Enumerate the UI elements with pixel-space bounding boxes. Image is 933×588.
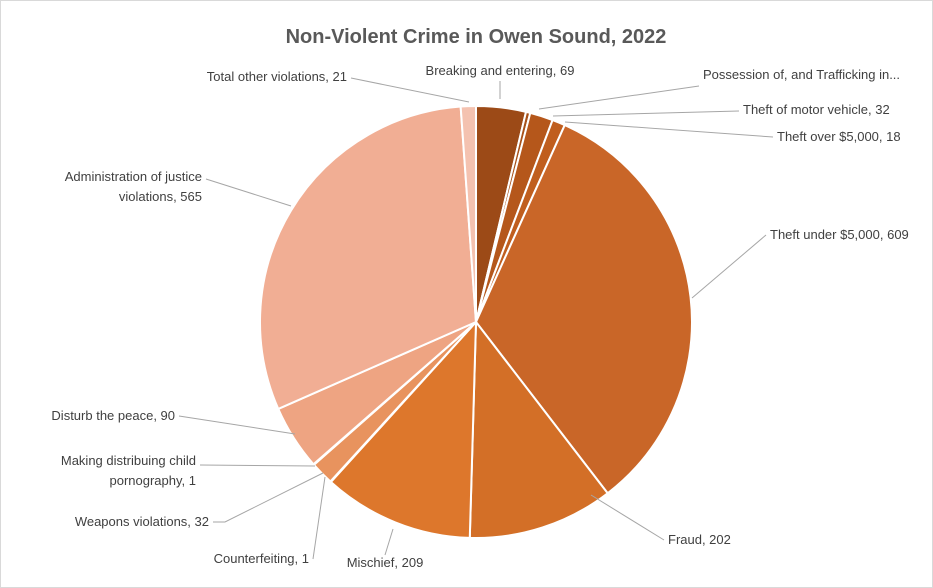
- chart-title: Non-Violent Crime in Owen Sound, 2022: [286, 26, 667, 48]
- leader-line-11: [178, 415, 296, 435]
- slice-label-6: Fraud, 202: [668, 532, 731, 547]
- slice-label-4: Theft over $5,000, 18: [777, 129, 901, 144]
- slice-label-9: Weapons violations, 32: [75, 514, 209, 529]
- slice-labels: Breaking and entering, 69 Possession of, …: [51, 63, 908, 570]
- leader-line-12: [205, 178, 292, 207]
- leader-line-10: [199, 464, 316, 467]
- pie-slice-13: [459, 104, 477, 323]
- slice-label-10: Making distribuing child pornography, 1: [61, 453, 196, 488]
- slice-label-8: Counterfeiting, 1: [214, 551, 309, 566]
- pie-slice-6: [468, 319, 610, 539]
- pie-slice-7: [329, 319, 478, 539]
- slice-label-2: Possession of, and Trafficking in...: [703, 67, 900, 82]
- leader-line-5: [691, 234, 767, 299]
- pie-slice-5: [474, 123, 693, 495]
- leader-line-3: [552, 110, 740, 117]
- leader-lines: [178, 77, 774, 560]
- slice-label-1: Breaking and entering, 69: [426, 63, 575, 78]
- slice-label-13: Total other violations, 21: [207, 69, 347, 84]
- leader-line-7: [384, 528, 394, 556]
- leader-line-4: [564, 121, 774, 138]
- slice-label-11: Disturb the peace, 90: [51, 408, 175, 423]
- leader-line-2: [538, 85, 700, 110]
- leader-line-6: [590, 494, 665, 541]
- slice-label-5: Theft under $5,000, 609: [770, 227, 909, 242]
- slice-label-3: Theft of motor vehicle, 32: [743, 102, 890, 117]
- pie-slices: [259, 104, 693, 539]
- leader-line-9: [213, 472, 324, 523]
- slice-label-12: Administration of justice violations, 565: [65, 169, 202, 204]
- slice-label-7: Mischief, 209: [347, 555, 424, 570]
- leader-line-8: [312, 476, 326, 560]
- pie-slice-12: [259, 105, 478, 411]
- leader-line-13: [350, 77, 470, 103]
